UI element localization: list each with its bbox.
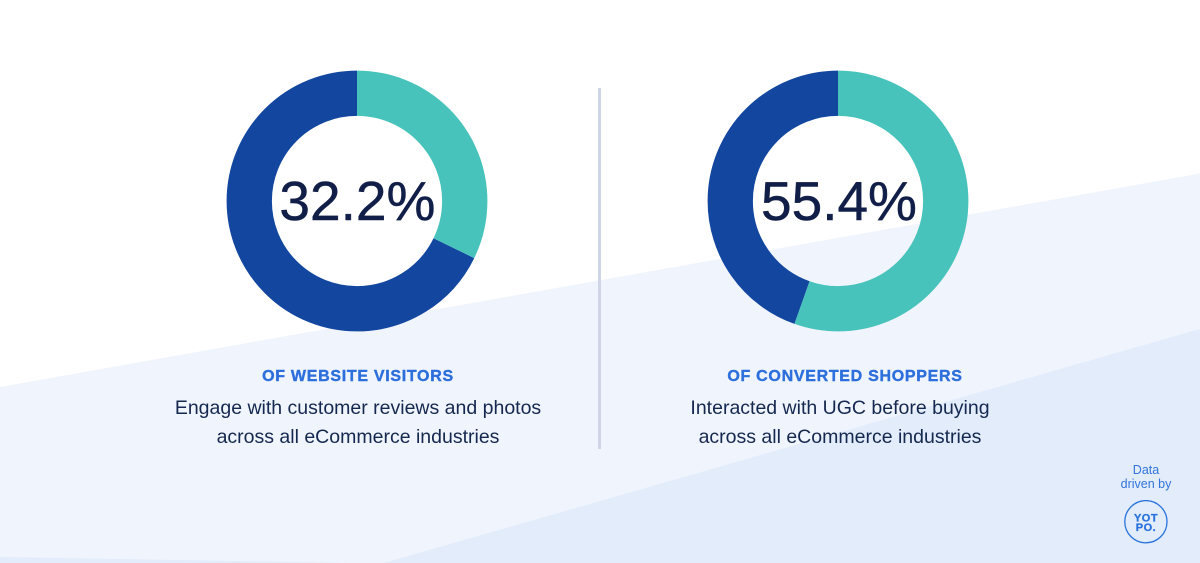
svg-text:PO.: PO. (1136, 522, 1156, 534)
svg-text:YOT: YOT (1134, 512, 1158, 524)
